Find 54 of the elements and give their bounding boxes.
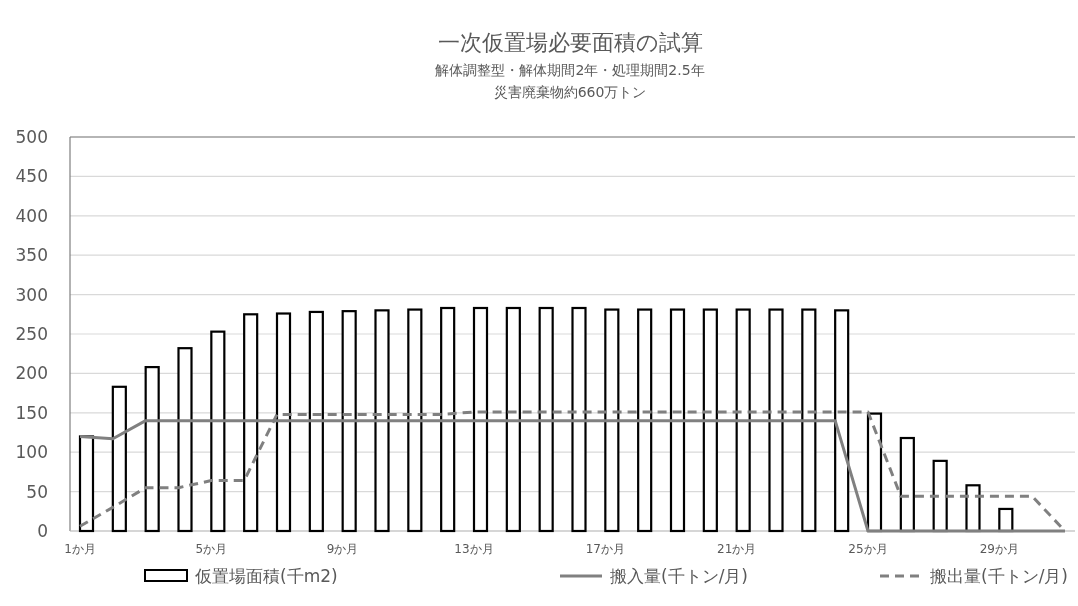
chart-subtitle: 解体調整型・解体期間2年・処理期間2.5年 [435,62,705,78]
bar [111,385,127,533]
bar [374,309,390,533]
y-tick-label: 0 [37,521,48,541]
bar [702,308,718,533]
x-tick-label: 21か月 [717,542,757,556]
x-tick-label: 13か月 [454,542,494,556]
bar [899,436,915,533]
bar [505,306,521,533]
chart-title: 一次仮置場必要面積の試算 [437,30,703,55]
y-tick-label: 250 [15,324,48,344]
text: 災害廃棄物約660万トン [493,84,647,100]
y-tick-label: 200 [15,363,48,384]
bar [932,459,948,533]
bar [538,306,554,533]
bar [275,312,292,533]
x-tick-label: 5か月 [195,542,228,556]
x-tick-label: 29か月 [979,542,1019,556]
bar [243,313,259,533]
legend-label: 仮置場面積(千m2) [194,566,338,586]
bar [78,435,95,533]
bar [604,308,620,533]
y-tick-label: 300 [15,284,48,305]
y-tick-label: 450 [15,166,48,187]
bar [341,310,357,533]
x-tick-label: 17か月 [585,542,625,556]
bar [144,366,160,533]
bar [768,308,784,533]
bar [308,310,324,533]
y-tick-label: 350 [15,245,48,266]
bar [735,308,751,533]
y-tick-label: 50 [26,481,48,502]
y-tick-label: 400 [15,205,48,226]
bar [571,306,587,533]
x-tick-label: 25か月 [848,542,888,556]
y-tick-label: 500 [15,127,48,147]
bar [407,308,423,533]
bar [866,412,883,533]
bar [472,306,489,533]
bar [965,484,981,533]
y-tick-label: 100 [15,442,48,463]
bar [210,330,226,533]
bar [637,308,653,533]
bar [440,306,456,533]
bar [177,347,193,533]
x-tick-label: 1か月 [64,542,96,556]
bar [669,308,686,533]
y-tick-label: 150 [15,402,48,423]
bar [801,308,817,533]
bar [834,309,850,533]
legend-label: 搬入量(千トン/月) [610,566,748,586]
x-tick-label: 9か月 [326,542,359,556]
legend-label: 搬出量(千トン/月) [930,566,1068,586]
bar [998,507,1014,533]
